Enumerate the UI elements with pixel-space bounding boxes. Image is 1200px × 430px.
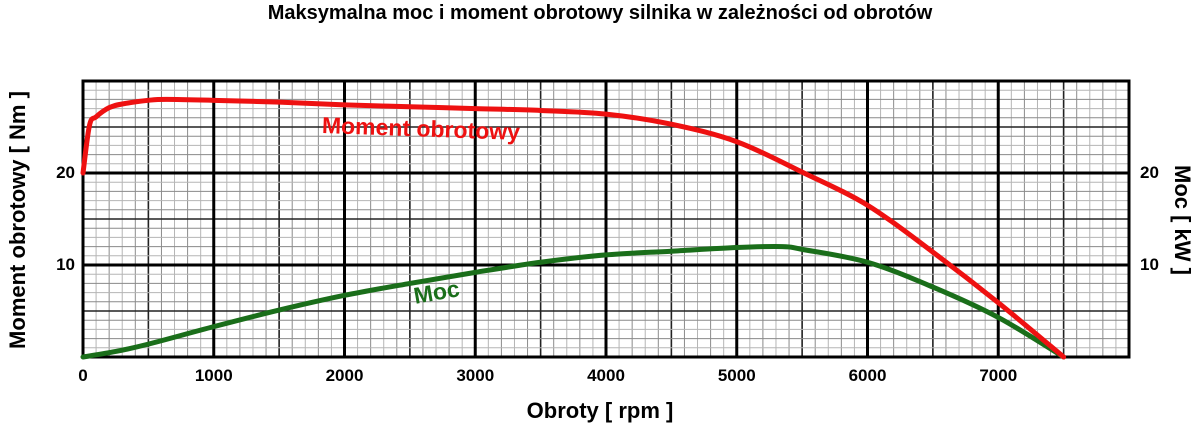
- x-tick-label: 3000: [456, 366, 495, 385]
- x-tick-label: 7000: [979, 366, 1018, 385]
- torque-curve: [80, 96, 1067, 360]
- power-curve: [80, 244, 1067, 360]
- x-tick-label: 6000: [848, 366, 887, 385]
- y-tick-label-left: 10: [56, 255, 75, 274]
- x-axis-label: Obroty [ rpm ]: [526, 398, 674, 423]
- x-tick-label: 4000: [587, 366, 625, 385]
- x-tick-label: 1000: [194, 366, 233, 385]
- x-tick-label: 2000: [325, 366, 364, 385]
- x-tick-label: 0: [78, 366, 88, 385]
- y-tick-label-left: 20: [56, 163, 75, 182]
- y-axis-label-left: Moment obrotowy [ Nm ]: [5, 91, 30, 349]
- x-tick-label: 5000: [717, 366, 756, 385]
- chart-title: Maksymalna moc i moment obrotowy silnika…: [267, 2, 933, 24]
- grid-lines: [81, 79, 1131, 359]
- plot-frame: [81, 79, 1131, 359]
- y-tick-label-right: 20: [1140, 163, 1159, 182]
- y-axis-label-right: Moc [ kW ]: [1170, 165, 1195, 275]
- y-tick-label-right: 10: [1140, 255, 1159, 274]
